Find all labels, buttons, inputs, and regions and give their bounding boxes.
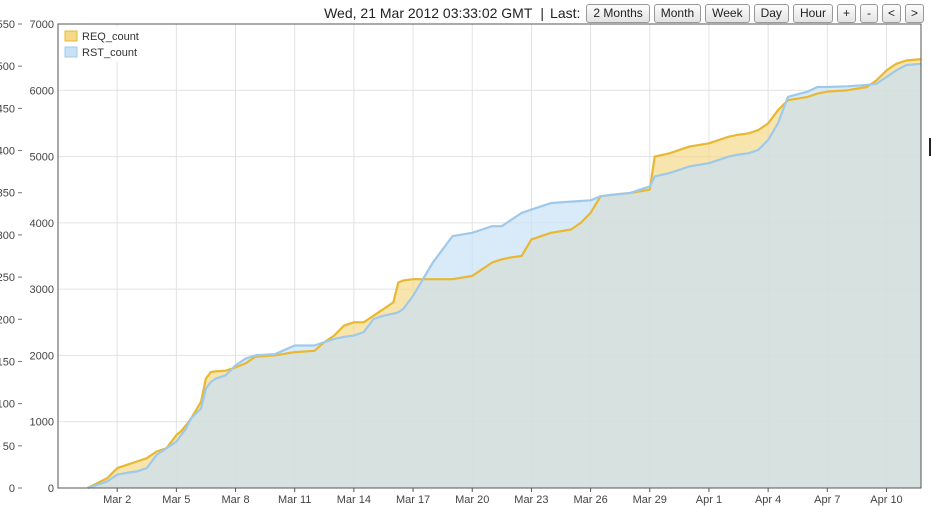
y-tick-label: 3000 [30,284,54,296]
chart-legend: REQ_count RST_count [60,26,150,62]
zoom-out-button[interactable]: - [859,3,878,23]
y2-tick-label: 0 [9,483,15,495]
y-tick-label: 4000 [30,218,54,230]
x-tick-label: Mar 23 [514,494,548,506]
y-tick-label: 6000 [30,85,54,97]
y-tick-label: 2000 [30,350,54,362]
x-tick-label: Mar 26 [573,494,607,506]
range-hour-button[interactable]: Hour [792,3,833,23]
y2-tick-label: 50 [3,441,15,453]
series-line-RST_count [87,62,922,490]
x-tick-label: Mar 14 [337,494,371,506]
x-tick-label: Mar 29 [633,494,667,506]
x-tick-label: Mar 17 [396,494,430,506]
y2-tick-label: 500 [0,61,15,73]
zoom-in-button[interactable]: + [836,3,856,23]
x-tick-label: Apr 1 [696,494,722,506]
y2-tick-label: 100 [0,399,15,411]
x-tick-label: Apr 10 [870,494,902,506]
range-month-button[interactable]: Month [653,3,702,23]
x-tick-label: Apr 4 [755,494,781,506]
x-tick-label: Mar 20 [455,494,489,506]
legend-swatch-RST_count [64,46,78,58]
plot-area-border [57,23,922,489]
y-tick-label: 5000 [30,152,54,164]
y-tick-label: 1000 [30,417,54,429]
previous-button[interactable]: < [881,3,901,23]
y2-tick-label: 350 [0,188,15,200]
y2-tick-label: 450 [0,103,15,115]
chart-series-layer [87,58,922,490]
current-timestamp: Wed, 21 Mar 2012 03:33:02 GMT [324,5,533,21]
y2-tick-label: 550 [0,19,15,31]
x-tick-label: Mar 2 [103,494,131,506]
legend-swatch-REQ_count [64,30,78,42]
range-week-button[interactable]: Week [705,3,750,23]
range-2-months-button[interactable]: 2 Months [586,3,650,23]
range-day-button[interactable]: Day [753,3,789,23]
y-tick-label: 7000 [30,19,54,31]
y2-tick-label: 300 [0,230,15,242]
legend-label-RST_count: RST_count [82,47,137,59]
x-tick-label: Apr 7 [814,494,840,506]
range-label: Last: [550,5,581,21]
legend-label-REQ_count: REQ_count [82,31,139,43]
x-tick-label: Mar 11 [278,494,311,506]
cursor-marker [929,138,931,156]
x-tick-label: Mar 8 [221,494,249,506]
y2-tick-label: 200 [0,314,15,326]
y2-tick-label: 150 [0,356,15,368]
separator: | [540,5,545,21]
y2-tick-label: 250 [0,272,15,284]
series-line-REQ_count [87,58,922,489]
series-area-RST_count [87,63,922,489]
y-tick-label: 0 [48,483,54,495]
next-button[interactable]: > [904,3,924,23]
chart-ticks: Mar 2 Mar 5 Mar 8 Mar 11 Mar 14 Mar 17 Mar 20 M… [0,19,903,506]
time-range-toolbar: Wed, 21 Mar 2012 03:33:02 GMT | Last: 2 … [324,3,924,23]
y2-tick-label: 400 [0,146,15,158]
x-tick-label: Mar 5 [162,494,190,506]
